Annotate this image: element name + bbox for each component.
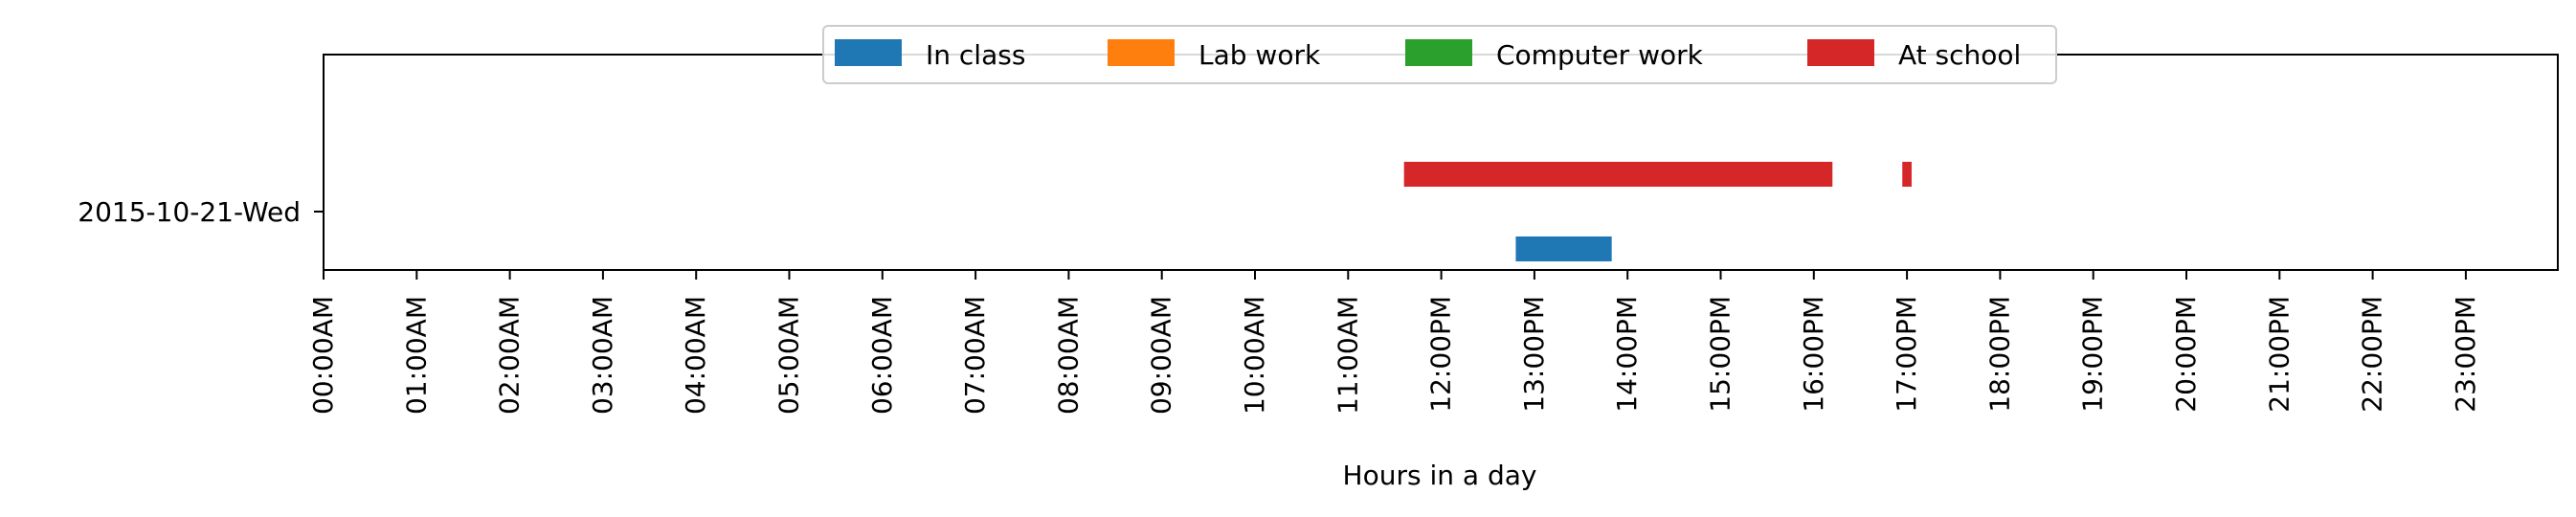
legend-label: At school (1898, 39, 2021, 71)
plot-area (323, 54, 2559, 271)
x-tick-label: 01:00AM (400, 296, 432, 415)
x-tick-label: 21:00PM (2263, 296, 2295, 413)
x-tick-label: 08:00AM (1052, 296, 1084, 415)
legend-swatch (1807, 39, 1874, 66)
legend-swatch (835, 39, 902, 66)
legend-label: In class (926, 39, 1025, 71)
legend-swatch (1405, 39, 1472, 66)
x-tick-label: 16:00PM (1798, 296, 1829, 413)
bar-at-school-0 (1403, 162, 1833, 187)
legend-label: Computer work (1496, 39, 1704, 71)
x-tick-label: 10:00AM (1239, 296, 1270, 415)
legend-label: Lab work (1198, 39, 1321, 71)
x-tick-label: 18:00PM (1983, 296, 2015, 413)
x-tick-label: 20:00PM (2170, 296, 2202, 413)
x-tick-label: 22:00PM (2357, 296, 2388, 413)
x-tick-label: 09:00AM (1146, 296, 1177, 415)
bar-in-class-0 (1515, 236, 1612, 261)
x-tick-label: 17:00PM (1891, 296, 1922, 413)
x-tick-label: 11:00AM (1332, 296, 1363, 415)
legend-swatch (1108, 39, 1175, 66)
x-axis: 00:00AM 01:00AM 02:00AM 03:00AM 04:00AM 05:00… (307, 270, 2481, 415)
y-axis: 2015-10-21-Wed (78, 196, 324, 228)
x-tick-label: 23:00PM (2450, 296, 2481, 413)
x-tick-label: 14:00PM (1611, 296, 1643, 413)
x-tick-label: 19:00PM (2077, 296, 2109, 413)
x-tick-label: 13:00PM (1518, 296, 1550, 413)
x-tick-label: 02:00AM (494, 296, 526, 415)
x-axis-label: Hours in a day (1343, 460, 1537, 491)
x-tick-label: 04:00AM (680, 296, 711, 415)
x-tick-label: 12:00PM (1425, 296, 1457, 413)
y-tick-label: 2015-10-21-Wed (78, 196, 301, 228)
x-tick-label: 06:00AM (866, 296, 898, 415)
legend: In class Lab work Computer work At school (822, 25, 2057, 84)
x-tick-label: 15:00PM (1705, 296, 1736, 413)
x-tick-label: 00:00AM (307, 296, 339, 415)
x-tick-label: 05:00AM (773, 296, 805, 415)
x-tick-label: 07:00AM (959, 296, 991, 415)
x-tick-label: 03:00AM (587, 296, 618, 415)
bar-at-school-1 (1902, 162, 1912, 187)
